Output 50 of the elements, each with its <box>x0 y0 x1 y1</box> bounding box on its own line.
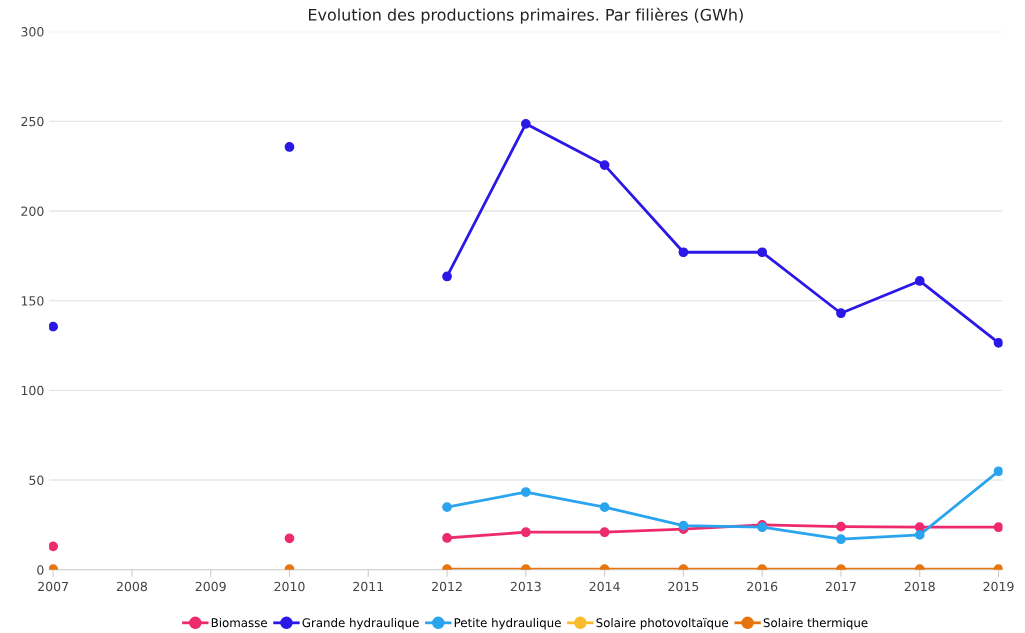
y-tick-label: 200 <box>21 206 44 216</box>
y-tick-label: 250 <box>21 116 44 127</box>
point <box>993 466 1003 477</box>
y-tick-label: 50 <box>29 475 44 485</box>
x-tick-label: 2018 <box>904 581 935 592</box>
point <box>599 527 610 538</box>
x-tick-label: 2014 <box>589 581 620 592</box>
point <box>836 521 846 532</box>
legend-label: Solaire thermique <box>763 617 868 630</box>
point <box>993 522 1003 533</box>
point <box>284 533 295 544</box>
point <box>599 502 610 512</box>
x-tick-label: 2016 <box>747 581 778 592</box>
y-tick-label: 0 <box>37 565 44 575</box>
point <box>442 271 452 282</box>
y-tick-label: 150 <box>21 296 44 306</box>
legend-label: Biomasse <box>211 617 267 628</box>
point <box>520 527 531 538</box>
legend-label: Solaire photovoltaïque <box>596 617 729 630</box>
point <box>599 160 610 170</box>
y-tick-label: 100 <box>21 385 44 396</box>
x-tick-label: 2007 <box>38 581 68 592</box>
point <box>678 520 689 531</box>
y-tick-label: 300 <box>21 27 44 37</box>
x-tick-label: 2008 <box>116 581 147 592</box>
x-tick-label: 2011 <box>353 581 384 592</box>
x-tick-label: 2013 <box>510 581 541 592</box>
point <box>442 533 452 543</box>
x-tick-label: 2009 <box>195 581 226 592</box>
point <box>284 142 295 152</box>
point <box>914 530 925 540</box>
point <box>442 502 452 512</box>
point <box>914 276 925 286</box>
point <box>678 247 689 258</box>
point <box>836 308 846 319</box>
point <box>49 541 59 552</box>
x-tick-label: 2010 <box>274 581 305 592</box>
x-tick-label: 2017 <box>825 581 856 592</box>
point <box>49 321 59 332</box>
point <box>757 247 768 258</box>
point <box>993 337 1003 348</box>
x-tick-label: 2015 <box>668 581 699 592</box>
x-tick-label: 2012 <box>432 581 462 592</box>
x-tick-label: 2019 <box>983 581 1014 592</box>
legend-label: Petite hydraulique <box>454 617 561 630</box>
point <box>520 487 531 497</box>
chart-title: Evolution des productions primaires. Par filières (GWh) <box>309 7 743 24</box>
legend-label: Grande hydraulique <box>302 617 419 630</box>
point <box>520 118 531 129</box>
point <box>836 534 846 545</box>
